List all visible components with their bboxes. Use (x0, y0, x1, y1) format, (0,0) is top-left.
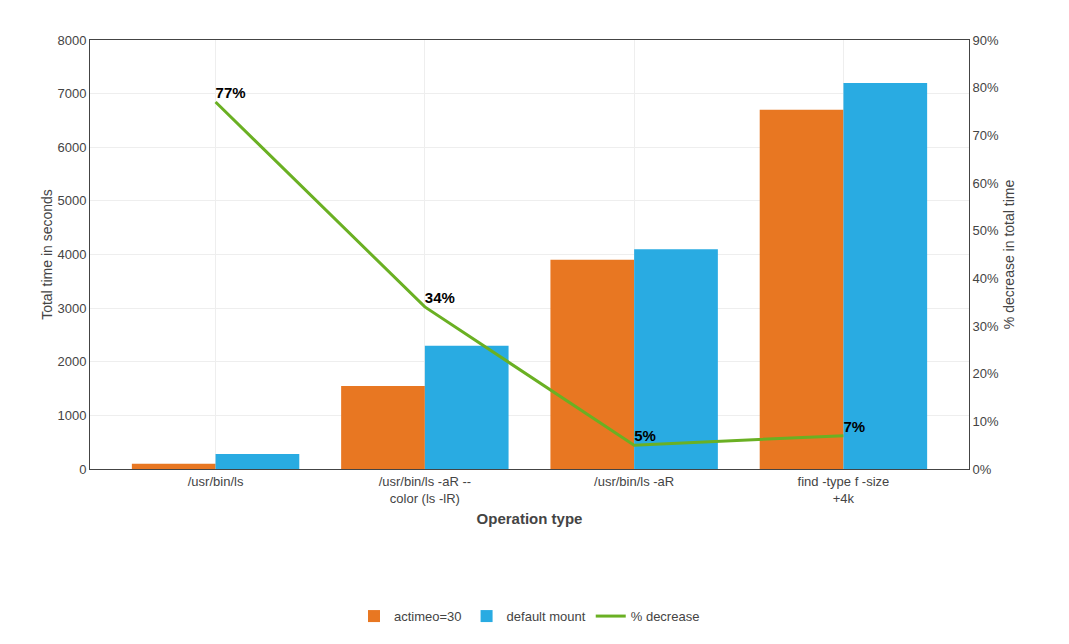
svg-text:4000: 4000 (57, 247, 86, 262)
svg-text:40%: 40% (973, 271, 999, 286)
svg-text:3000: 3000 (57, 301, 86, 316)
svg-text:70%: 70% (973, 128, 999, 143)
svg-text:8000: 8000 (57, 33, 86, 48)
svg-text:default mount: default mount (507, 609, 586, 624)
svg-text:find -type f -size+4k: find -type f -size+4k (798, 474, 890, 506)
svg-text:1000: 1000 (57, 408, 86, 423)
svg-text:5000: 5000 (57, 193, 86, 208)
svg-text:% decrease: % decrease (631, 609, 700, 624)
svg-text:20%: 20% (973, 366, 999, 381)
svg-text:60%: 60% (973, 176, 999, 191)
svg-text:/usr/bin/ls -aR --color (ls -l: /usr/bin/ls -aR --color (ls -lR) (379, 474, 471, 506)
svg-text:90%: 90% (973, 33, 999, 48)
svg-text:Operation type: Operation type (477, 510, 583, 527)
svg-text:/usr/bin/ls: /usr/bin/ls (188, 474, 244, 489)
svg-text:0%: 0% (973, 462, 992, 477)
svg-text:77%: 77% (216, 84, 246, 101)
svg-text:50%: 50% (973, 223, 999, 238)
svg-text:Total time in seconds: Total time in seconds (39, 189, 55, 320)
svg-text:% decrease in total time: % decrease in total time (1001, 180, 1017, 330)
svg-text:7%: 7% (843, 418, 865, 435)
svg-text:/usr/bin/ls -aR: /usr/bin/ls -aR (594, 474, 674, 489)
svg-text:actimeo=30: actimeo=30 (394, 609, 462, 624)
svg-text:6000: 6000 (57, 140, 86, 155)
svg-text:10%: 10% (973, 414, 999, 429)
svg-text:80%: 80% (973, 80, 999, 95)
svg-text:5%: 5% (634, 427, 656, 444)
svg-text:7000: 7000 (57, 86, 86, 101)
svg-text:34%: 34% (425, 289, 455, 306)
svg-text:30%: 30% (973, 319, 999, 334)
svg-text:2000: 2000 (57, 354, 86, 369)
svg-text:0: 0 (79, 462, 86, 477)
